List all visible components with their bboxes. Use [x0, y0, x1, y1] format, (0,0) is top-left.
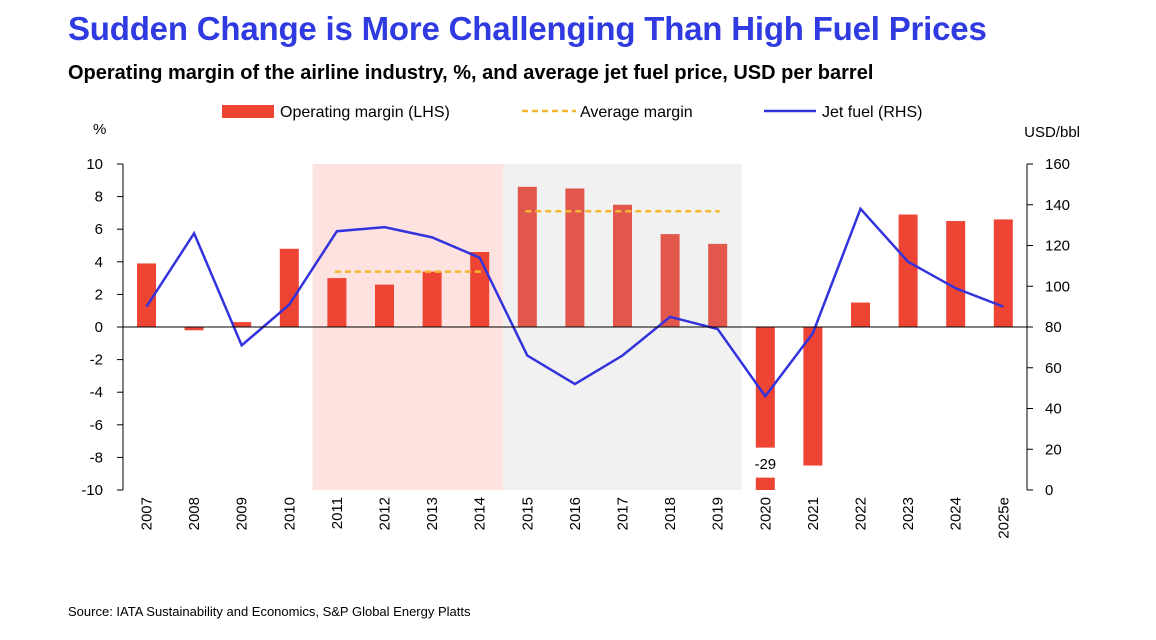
bar-2011 — [327, 278, 347, 327]
bar-2010 — [279, 248, 299, 327]
x-tick-label-2014: 2014 — [472, 497, 489, 530]
left-axis-unit: % — [93, 121, 106, 138]
left-tick-label: -4 — [90, 384, 103, 401]
average-margin-lines — [334, 210, 720, 273]
x-tick-label-2024: 2024 — [948, 497, 965, 530]
bar-value-label-2020: -29 — [754, 456, 776, 473]
right-tick-label: 100 — [1045, 278, 1070, 295]
left-tick-label: 2 — [95, 286, 103, 303]
left-tick-label: -6 — [90, 417, 103, 434]
x-tick-label-2019: 2019 — [710, 497, 727, 530]
source-note: Source: IATA Sustainability and Economic… — [68, 604, 471, 619]
right-tick-label: 80 — [1045, 319, 1062, 336]
x-tick-label-2025e: 2025e — [995, 497, 1012, 539]
bar-2016 — [565, 188, 585, 327]
x-tick-label-2007: 2007 — [139, 497, 156, 530]
left-tick-label: -10 — [81, 482, 103, 499]
bar-2009 — [232, 322, 252, 327]
bar-series: -29 — [137, 186, 1013, 490]
chart-canvas: -29 1086420-2-4-6-8-10160140120100806040… — [81, 104, 1080, 539]
left-tick-label: 8 — [95, 189, 103, 206]
bar-2024 — [946, 221, 966, 327]
bar-2021 — [803, 327, 823, 466]
bar-2023 — [898, 214, 918, 327]
x-tick-label-2022: 2022 — [853, 497, 870, 530]
right-tick-label: 20 — [1045, 441, 1062, 458]
right-tick-label: 40 — [1045, 401, 1062, 418]
axes: 1086420-2-4-6-8-10160140120100806040200%… — [81, 121, 1080, 539]
x-tick-label-2010: 2010 — [281, 497, 298, 530]
legend-label-operating-margin: Operating margin (LHS) — [280, 104, 450, 121]
x-tick-label-2017: 2017 — [615, 497, 632, 530]
x-tick-label-2012: 2012 — [377, 497, 394, 530]
x-tick-label-2015: 2015 — [519, 497, 536, 530]
bar-2008 — [184, 327, 204, 331]
bar-2022 — [851, 302, 870, 327]
left-tick-label: 4 — [95, 254, 103, 271]
legend-swatch-operating-margin — [222, 105, 274, 118]
bar-2007 — [137, 263, 156, 327]
right-tick-label: 0 — [1045, 482, 1053, 499]
bar-2014 — [470, 252, 490, 327]
left-tick-label: -8 — [90, 449, 103, 466]
x-tick-label-2013: 2013 — [424, 497, 441, 530]
left-tick-label: 10 — [86, 156, 103, 173]
x-tick-label-2016: 2016 — [567, 497, 584, 530]
left-tick-label: 0 — [95, 319, 103, 336]
bar-2013 — [422, 271, 442, 327]
left-tick-label: 6 — [95, 221, 103, 238]
x-tick-label-2018: 2018 — [662, 497, 679, 530]
left-tick-label: -2 — [90, 352, 103, 369]
x-tick-label-2008: 2008 — [186, 497, 203, 530]
right-tick-label: 60 — [1045, 360, 1062, 377]
legend-label-jet-fuel: Jet fuel (RHS) — [822, 104, 922, 121]
bar-2025e — [993, 219, 1013, 327]
right-tick-label: 140 — [1045, 197, 1070, 214]
bar-2018 — [660, 234, 680, 327]
chart-title: Sudden Change is More Challenging Than H… — [68, 10, 987, 47]
bar-2017 — [613, 204, 632, 327]
bar-2019 — [708, 243, 728, 327]
x-tick-label-2011: 2011 — [329, 497, 346, 529]
bar-2012 — [375, 284, 394, 327]
legend: Operating margin (LHS) Average margin Jet … — [222, 104, 922, 121]
legend-label-average-margin: Average margin — [580, 104, 693, 121]
right-axis-unit: USD/bbl — [1024, 124, 1080, 141]
right-tick-label: 120 — [1045, 238, 1070, 255]
x-tick-label-2020: 2020 — [757, 497, 774, 530]
chart-subtitle: Operating margin of the airline industry… — [68, 62, 874, 84]
bar-2015 — [517, 186, 537, 327]
x-tick-label-2009: 2009 — [234, 497, 251, 530]
jet-fuel-line — [145, 206, 1004, 399]
x-tick-label-2021: 2021 — [805, 497, 822, 530]
x-tick-label-2023: 2023 — [900, 497, 917, 530]
bar-break-2020 — [754, 447, 776, 478]
right-tick-label: 160 — [1045, 156, 1070, 173]
